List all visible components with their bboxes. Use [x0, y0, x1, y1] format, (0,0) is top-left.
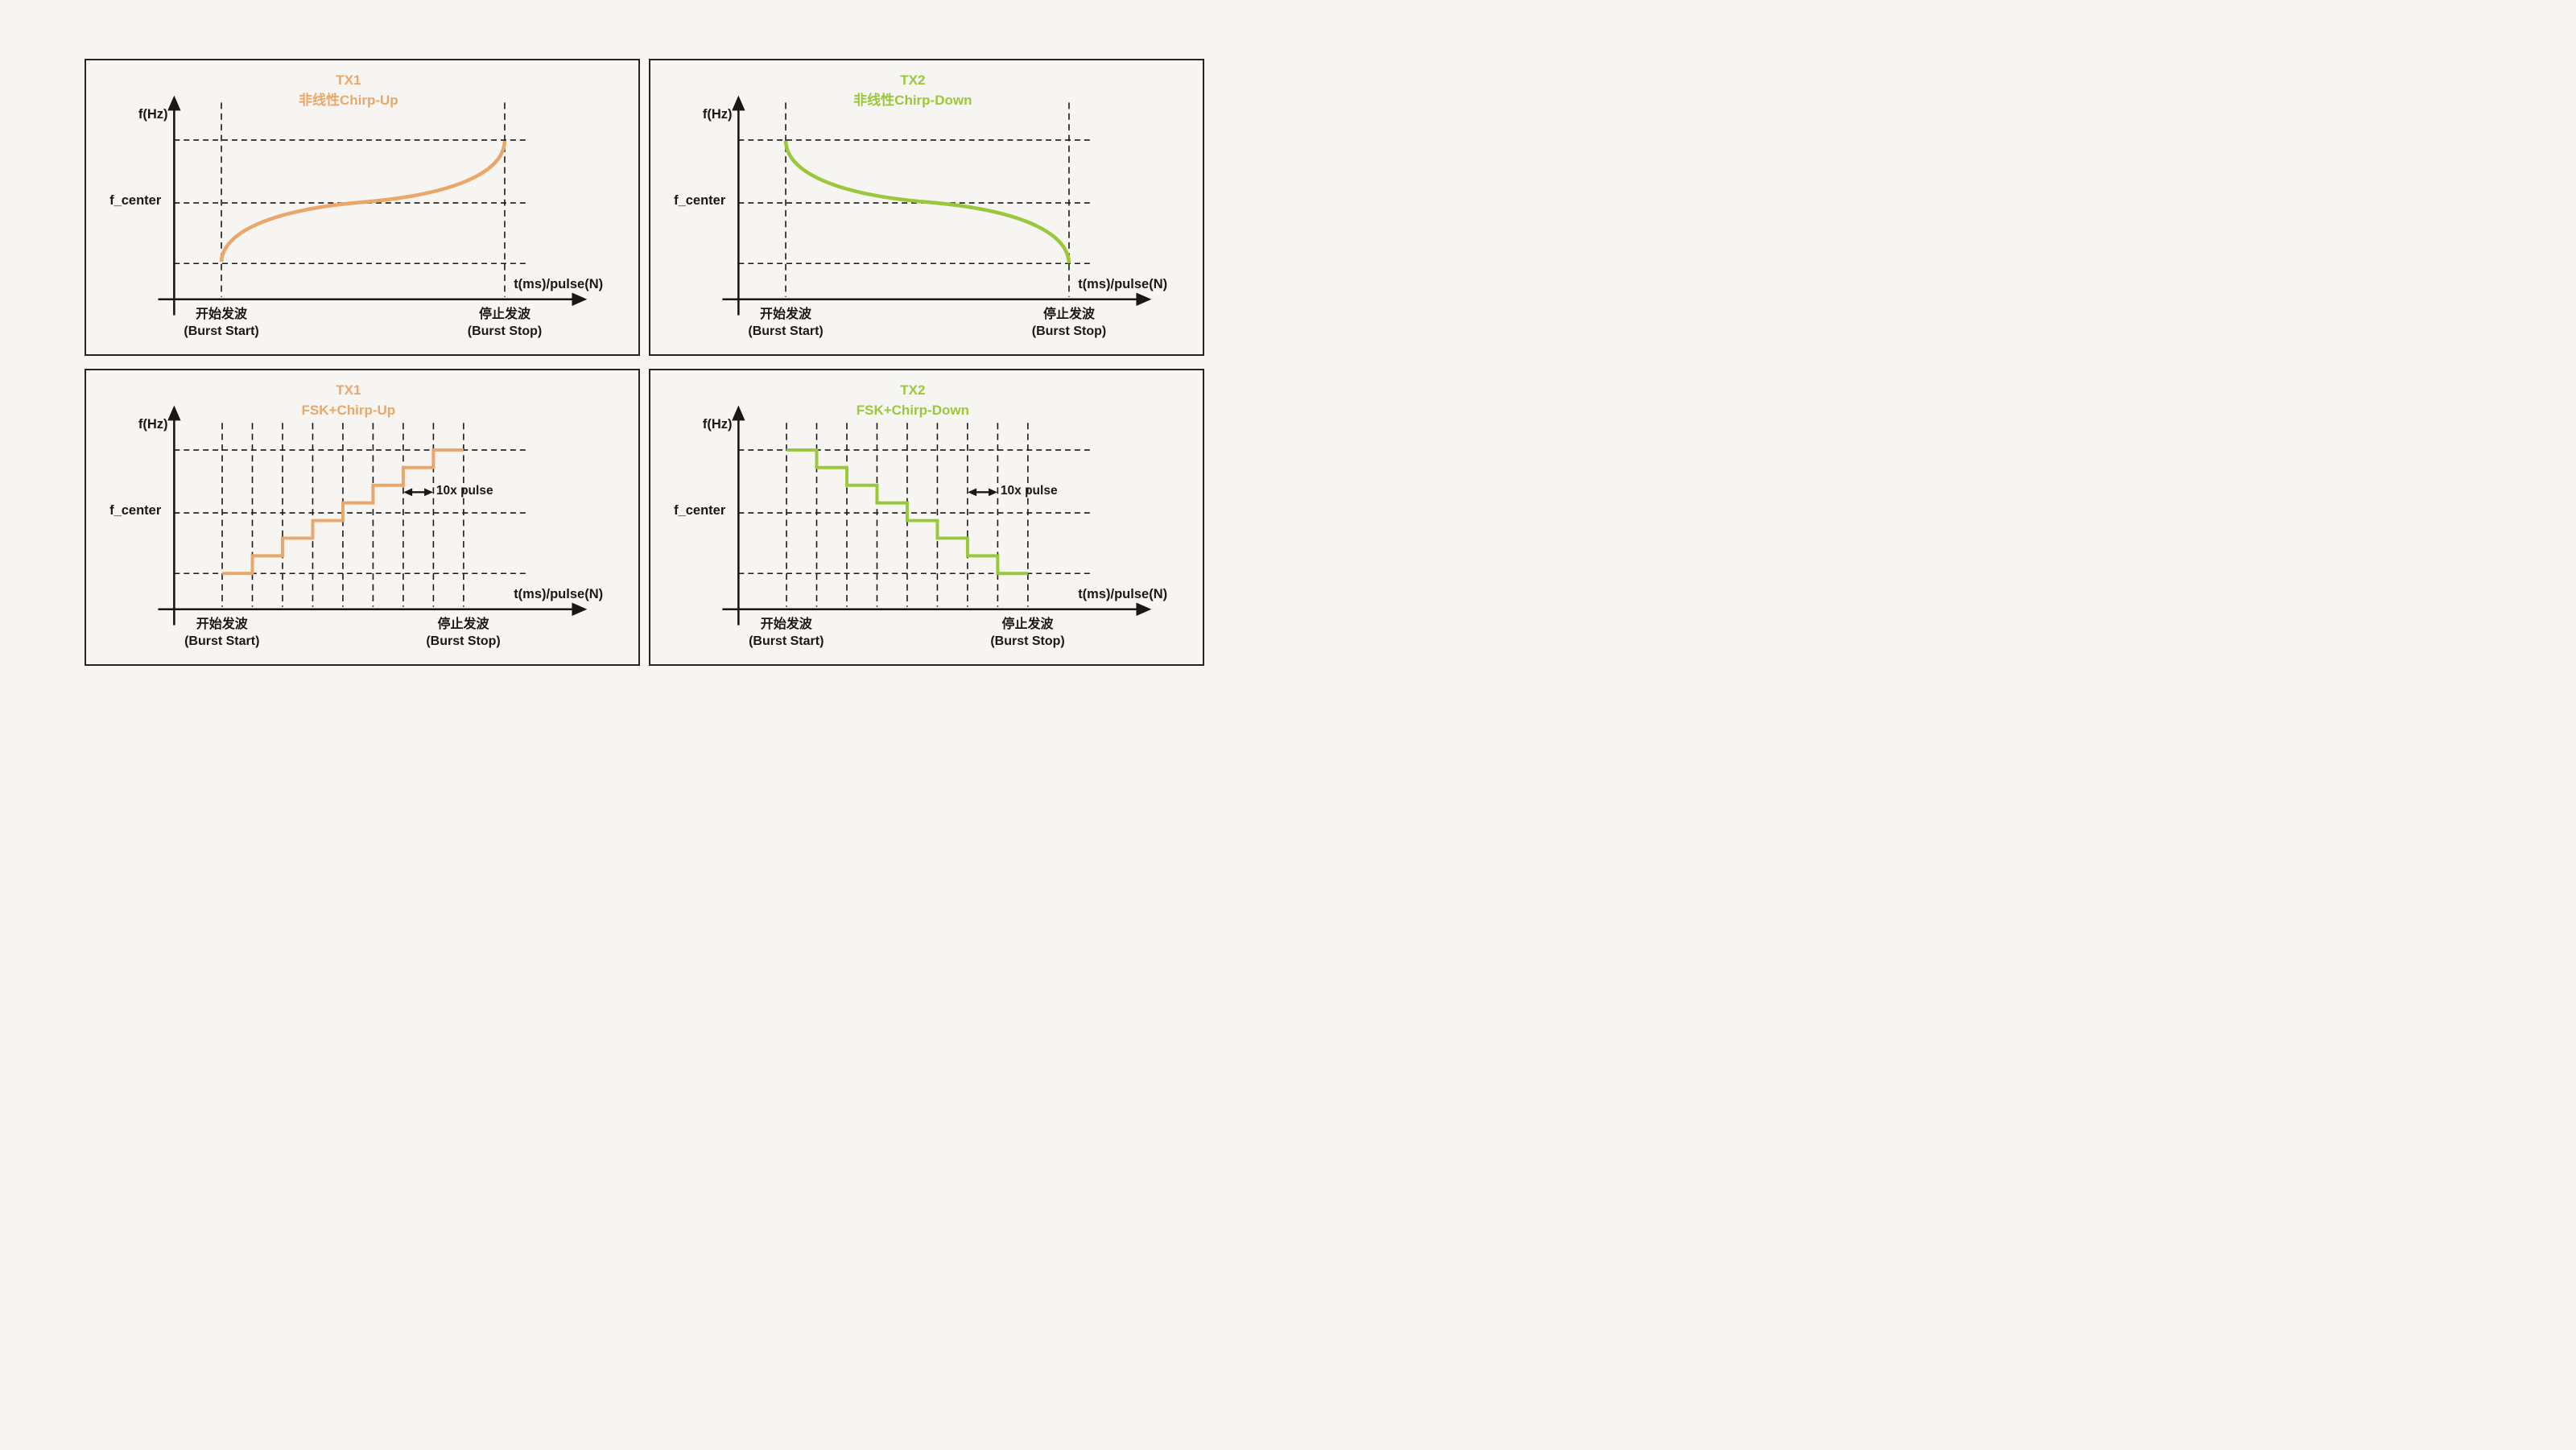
- pulse-block-gridlines: [786, 423, 1029, 607]
- y-axis-arrow-icon: [167, 95, 181, 111]
- panel-title-tx: TX1: [336, 72, 361, 88]
- panel-tx1-nonlinear-chirp-up: TX1 非线性Chirp-Up f(Hz) f_center t(ms)/pul…: [85, 59, 640, 356]
- burst-stop-label: 停止发波 (Burst Stop): [990, 617, 1065, 649]
- burst-stop-label: 停止发波 (Burst Stop): [467, 307, 543, 339]
- x-axis-label: t(ms)/pulse(N): [514, 276, 604, 291]
- burst-start-label: 开始发波 (Burst Start): [184, 617, 260, 649]
- burst-start-label: 开始发波 (Burst Start): [748, 307, 824, 339]
- chirp-down-plot: [722, 95, 1152, 316]
- f-center-label: f_center: [109, 193, 162, 209]
- x-axis-arrow-icon: [572, 292, 588, 307]
- pulse-span-arrow-icon: [968, 488, 997, 497]
- x-axis-label: t(ms)/pulse(N): [1078, 276, 1168, 291]
- panel-tx2-fsk-chirp-down: TX2 FSK+Chirp-Down f(Hz) f_center t(ms)/…: [649, 369, 1204, 666]
- panel-title-mode: 非线性Chirp-Up: [298, 93, 398, 109]
- y-axis-label: f(Hz): [138, 106, 168, 122]
- panel-title: TX1 FSK+Chirp-Up: [86, 380, 611, 421]
- panel-title: TX2 非线性Chirp-Down: [650, 70, 1175, 111]
- chirp-down-curve: [783, 140, 1071, 264]
- fsk-up-staircase: [222, 448, 464, 576]
- pulse-count-annotation: 10x pulse: [1000, 483, 1058, 498]
- f-center-label: f_center: [109, 503, 162, 518]
- panel-title-tx: TX1: [336, 382, 361, 398]
- fsk-down-plot: [722, 405, 1152, 626]
- y-axis-arrow-icon: [732, 405, 745, 421]
- fsk-up-plot: [158, 405, 588, 626]
- pulse-span-arrow-icon: [403, 488, 433, 497]
- panel-tx2-nonlinear-chirp-down: TX2 非线性Chirp-Down f(Hz) f_center t(ms)/p…: [649, 59, 1204, 356]
- burst-stop-label: 停止发波 (Burst Stop): [1031, 307, 1107, 339]
- pulse-count-annotation: 10x pulse: [436, 483, 493, 498]
- burst-stop-label: 停止发波 (Burst Stop): [426, 617, 501, 649]
- chirp-up-plot: [158, 95, 588, 316]
- y-axis-arrow-icon: [732, 95, 745, 111]
- x-axis-label: t(ms)/pulse(N): [514, 586, 604, 601]
- panel-title-mode: FSK+Chirp-Down: [856, 403, 969, 419]
- f-center-label: f_center: [674, 503, 726, 518]
- x-axis-arrow-icon: [572, 602, 588, 617]
- panel-title-mode: FSK+Chirp-Up: [301, 403, 396, 419]
- panel-tx1-fsk-chirp-up: TX1 FSK+Chirp-Up f(Hz) f_center t(ms)/pu…: [85, 369, 640, 666]
- y-axis-label: f(Hz): [702, 106, 733, 122]
- f-center-label: f_center: [674, 193, 726, 209]
- panel-title-mode: 非线性Chirp-Down: [853, 93, 972, 109]
- panel-title-tx: TX2: [900, 72, 926, 88]
- y-axis-label: f(Hz): [138, 416, 168, 432]
- panel-title-tx: TX2: [900, 382, 926, 398]
- x-axis-label: t(ms)/pulse(N): [1078, 586, 1168, 601]
- panel-title: TX1 非线性Chirp-Up: [86, 70, 611, 111]
- fsk-down-staircase: [786, 448, 1028, 576]
- y-axis-label: f(Hz): [702, 416, 733, 432]
- x-axis-arrow-icon: [1136, 602, 1152, 617]
- burst-start-label: 开始发波 (Burst Start): [184, 307, 259, 339]
- panel-title: TX2 FSK+Chirp-Down: [650, 380, 1175, 421]
- y-axis-arrow-icon: [167, 405, 181, 421]
- chirp-up-curve: [219, 140, 507, 262]
- x-axis-arrow-icon: [1136, 292, 1152, 307]
- figure-canvas: TX1 非线性Chirp-Up f(Hz) f_center t(ms)/pul…: [0, 0, 1288, 725]
- burst-start-label: 开始发波 (Burst Start): [749, 617, 824, 649]
